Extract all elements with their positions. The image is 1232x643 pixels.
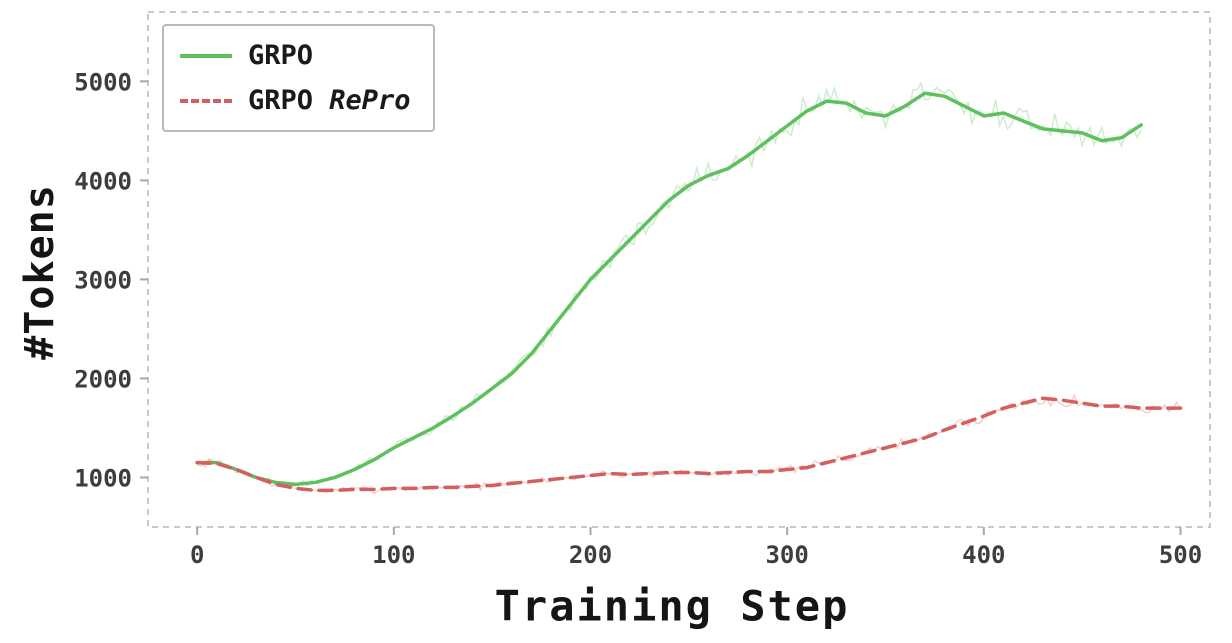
legend-item-grpo: GRPO bbox=[180, 40, 411, 71]
legend-label-grpo: GRPO bbox=[248, 40, 314, 71]
legend-label-grpo-repro: GRPO RePro bbox=[248, 85, 411, 116]
x-tick-label: 0 bbox=[190, 541, 204, 569]
smoothed-line-0 bbox=[195, 91, 1143, 487]
x-axis-label: Training Step bbox=[494, 581, 850, 631]
smoothed-line-1 bbox=[195, 396, 1183, 493]
x-tick-label: 300 bbox=[765, 541, 808, 569]
grpo-repro-line-swatch bbox=[180, 98, 232, 103]
x-tick-label: 200 bbox=[569, 541, 612, 569]
grpo-line-swatch bbox=[180, 53, 232, 58]
y-tick-label: 5000 bbox=[74, 68, 132, 96]
y-tick-label: 3000 bbox=[74, 266, 132, 294]
x-tick-label: 400 bbox=[962, 541, 1005, 569]
plot-frame bbox=[147, 11, 1211, 528]
y-tick-label: 2000 bbox=[74, 365, 132, 393]
x-tick-label: 100 bbox=[372, 541, 415, 569]
y-axis-label: #Tokens bbox=[17, 184, 63, 360]
y-tick-label: 1000 bbox=[74, 464, 132, 492]
raw-trace-0 bbox=[196, 81, 1142, 487]
legend: GRPO GRPO RePro bbox=[162, 24, 435, 132]
raw-trace-1 bbox=[197, 393, 1182, 495]
x-tick-label: 500 bbox=[1159, 541, 1202, 569]
legend-item-grpo-repro: GRPO RePro bbox=[180, 85, 411, 116]
y-tick-label: 4000 bbox=[74, 167, 132, 195]
